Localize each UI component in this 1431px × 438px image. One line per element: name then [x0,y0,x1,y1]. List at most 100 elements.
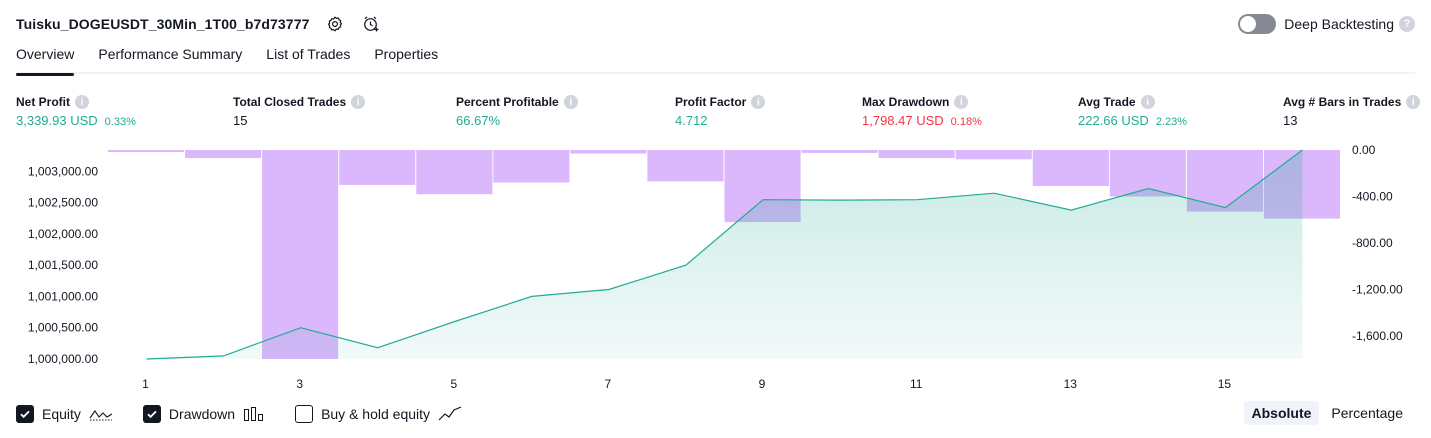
y-right-tick-label: -1,600.00 [1352,329,1403,343]
buy-hold-line-icon [438,406,462,422]
x-tick-label: 9 [759,377,766,391]
deep-backtesting-toggle[interactable] [1238,14,1277,34]
y-left-tick-label: 1,001,000.00 [28,289,98,303]
info-icon[interactable]: i [75,95,89,109]
info-icon[interactable]: i [751,95,766,109]
deep-backtesting: Deep Backtesting ? [1238,12,1415,36]
metric-percent: 0.18% [950,116,982,128]
metric-total-closed-trades: Total Closed Trades i 15 [233,94,366,129]
metric-label: Total Closed Trades [233,95,347,109]
tab-performance-summary[interactable]: Performance Summary [98,46,243,62]
drawdown-bar [878,150,955,159]
help-icon[interactable]: ? [1399,16,1415,32]
drawdown-bar [185,150,262,159]
info-icon[interactable]: i [1140,95,1155,109]
percentage-button[interactable]: Percentage [1331,405,1403,421]
drawdown-bar [955,150,1032,160]
metric-value: 4.712 [675,113,708,128]
x-tick-label: 11 [910,377,923,391]
check-icon [142,405,161,423]
equity-area [146,149,1303,360]
drawdown-bar [108,150,185,152]
equity-label: Equity [42,406,81,422]
metric-net-profit: Net Profit i 3,339.93 USD 0.33% [16,94,136,129]
drawdown-bars-icon [243,406,265,422]
tab-properties[interactable]: Properties [374,46,439,62]
chart-legend: Equity Drawdown Buy & hold equity [16,403,492,425]
metric-percent-profitable: Percent Profitable i 66.67% [456,94,578,129]
x-tick-label: 1 [142,377,149,391]
equity-checkbox[interactable]: Equity [16,405,113,423]
drawdown-checkbox[interactable]: Drawdown [142,405,265,423]
y-left-tick-label: 1,000,000.00 [28,352,98,366]
metric-label: Avg Trade [1078,95,1136,109]
y-left-tick-label: 1,002,500.00 [28,196,98,210]
buy-hold-checkbox[interactable]: Buy & hold equity [295,405,462,423]
tab-list-of-trades[interactable]: List of Trades [266,46,351,62]
y-right-tick-label: 0.00 [1352,143,1376,157]
metric-avg-bars-in-trades: Avg # Bars in Trades i 13 [1283,94,1421,129]
info-icon[interactable]: i [1406,95,1421,109]
info-icon[interactable]: i [954,95,969,109]
strategy-name: Tuisku_DOGEUSDT_30Min_1T00_b7d73777 [16,16,310,32]
metric-max-drawdown: Max Drawdown i 1,798.47 USD 0.18% [862,94,982,129]
x-axis: 1 3 5 7 9 11 13 15 [142,377,1231,391]
x-tick-label: 5 [450,377,457,391]
y-left-tick-label: 1,003,000.00 [28,164,98,178]
equity-fill [146,150,1303,359]
equity-drawdown-chart[interactable]: 1,003,000.00 1,002,500.00 1,002,000.00 1,00… [0,140,1431,396]
drawdown-bar [262,150,339,359]
settings-icon[interactable] [325,14,345,34]
drawdown-bar [801,150,878,153]
y-right-tick-label: -800.00 [1352,236,1393,250]
x-tick-label: 3 [296,377,303,391]
absolute-button[interactable]: Absolute [1243,401,1320,425]
metric-label: Max Drawdown [862,95,950,109]
info-icon[interactable]: i [563,95,578,109]
metric-value: 15 [233,113,248,128]
x-tick-label: 7 [605,377,612,391]
right-axis: 0.00 -400.00 -800.00 -1,200.00 -1,600.00 [1352,143,1403,343]
drawdown-bar [570,150,647,154]
equity-line-icon [89,406,113,422]
check-icon [16,405,34,423]
metric-label: Net Profit [16,95,70,109]
equity-line [146,149,1303,360]
left-axis: 1,003,000.00 1,002,500.00 1,002,000.00 1,00… [28,164,98,366]
buy-hold-label: Buy & hold equity [321,406,431,422]
drawdown-bar [416,150,493,195]
y-right-tick-label: -1,200.00 [1352,283,1403,297]
metric-value: 3,339.93 USD [16,113,98,128]
metric-profit-factor: Profit Factor i 4.712 [675,94,766,129]
metric-value: 66.67% [456,113,501,128]
metric-label: Profit Factor [675,95,747,109]
metric-value: 1,798.47 USD [862,113,944,128]
drawdown-bars [108,150,1340,359]
metric-value: 13 [1283,113,1298,128]
metric-percent: 2.23% [1155,116,1188,128]
x-tick-label: 15 [1218,377,1232,391]
metric-percent: 0.33% [104,116,136,128]
value-mode-switch: Absolute Percentage [1240,401,1412,425]
y-left-tick-label: 1,000,500.00 [28,321,98,335]
strategy-header: Tuisku_DOGEUSDT_30Min_1T00_b7d73777 [16,12,381,36]
report-tabs: Overview Performance Summary List of Tra… [16,46,1415,76]
y-right-tick-label: -400.00 [1352,190,1393,204]
info-icon[interactable]: i [351,95,366,109]
metric-label: Avg # Bars in Trades [1283,95,1402,109]
add-alert-icon[interactable] [361,14,381,34]
drawdown-bar [1032,150,1109,186]
metric-avg-trade: Avg Trade i 222.66 USD 2.23% [1078,94,1187,129]
metric-value: 222.66 USD [1078,113,1149,128]
drawdown-label: Drawdown [168,406,236,422]
checkbox-empty [295,405,314,423]
drawdown-bar [339,150,416,185]
metric-label: Percent Profitable [456,95,559,109]
x-tick-label: 13 [1064,377,1078,391]
y-left-tick-label: 1,001,500.00 [28,258,98,272]
drawdown-bar [647,150,724,182]
drawdown-bar [493,150,570,183]
tab-overview[interactable]: Overview [16,46,75,76]
y-left-tick-label: 1,002,000.00 [28,227,98,241]
deep-backtesting-label: Deep Backtesting [1284,16,1394,32]
